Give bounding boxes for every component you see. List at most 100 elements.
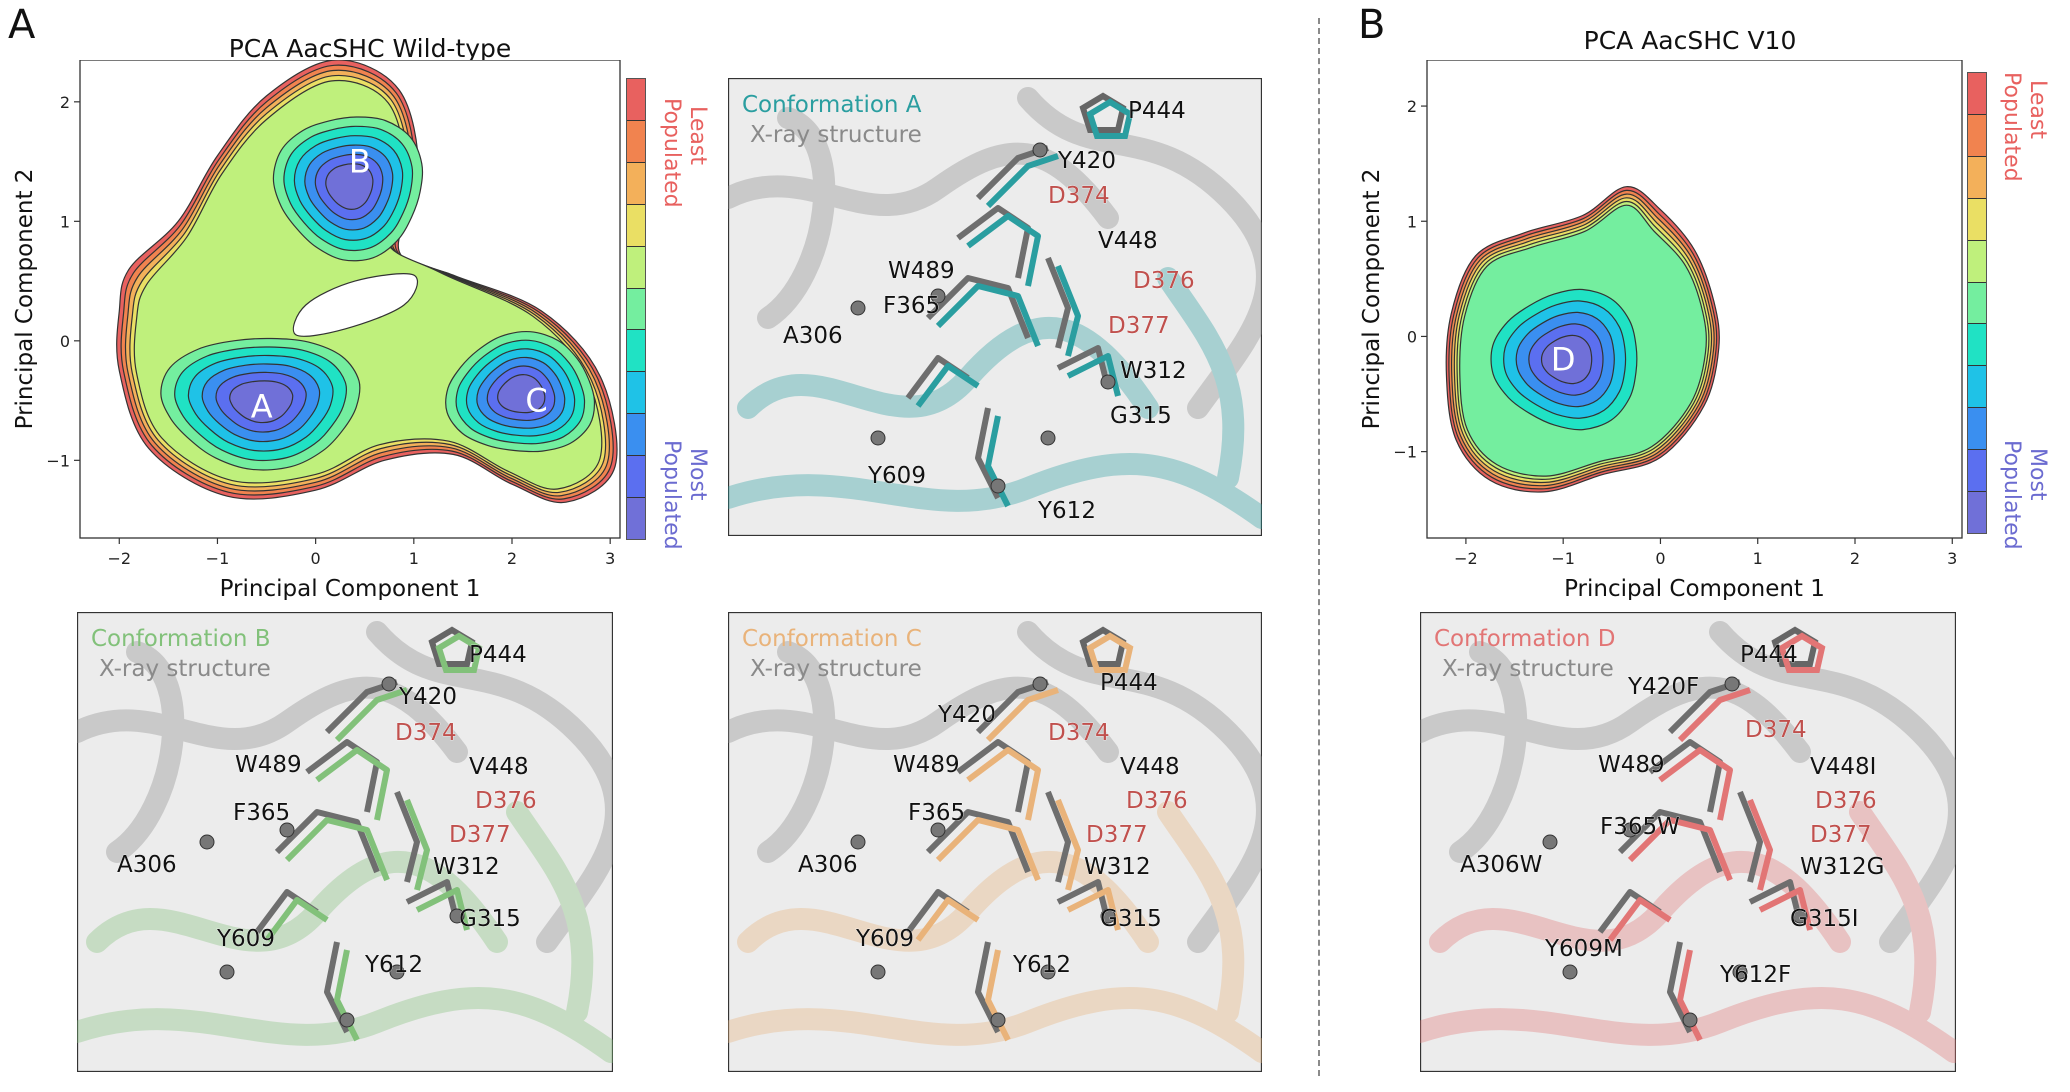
pca-v10-chart: D −2 −1 0 1 2 3 −1 0 1 2 Principal Component 1 Princ… [1359, 60, 1963, 600]
protein-ribbon-background [77, 621, 613, 1063]
x-tick-label: 1 [409, 549, 419, 568]
residue-label: W489 [235, 752, 302, 778]
residue-label: A306 [783, 323, 843, 349]
calpha-sphere [1562, 964, 1578, 980]
proline-ring [1079, 92, 1127, 133]
calpha-sphere [279, 822, 295, 838]
y-axis-label: Principal Component 2 [1359, 169, 1385, 430]
calpha-sphere [1032, 142, 1048, 158]
colorbar-wt-bottom-label: Most Populated [659, 440, 720, 550]
x-tick-label: −2 [1454, 549, 1478, 568]
xray-sidechain [1617, 809, 1723, 874]
x-axis-label: Principal Component 1 [1564, 576, 1825, 600]
residue-label: D377 [1810, 822, 1872, 848]
residue-label: D376 [475, 788, 537, 814]
residue-label: A306 [117, 852, 177, 878]
y-tick-label: 2 [1407, 97, 1417, 116]
xray-sidechain [1045, 256, 1071, 349]
calpha-sphere [1724, 676, 1740, 692]
calpha-sphere [1032, 676, 1048, 692]
contour-level [229, 380, 294, 424]
residue-label: Y609 [867, 463, 926, 489]
conformation-sidechain [1607, 897, 1672, 942]
conformation-sidechain [1627, 817, 1733, 882]
contour-level [1540, 334, 1593, 385]
colorbar-segment [627, 204, 645, 247]
x-tick-label: 2 [1850, 549, 1860, 568]
residue-label: Y612 [1037, 498, 1096, 524]
basin-label-a: A [251, 388, 273, 426]
x-tick-label: 1 [1753, 549, 1763, 568]
conformation-sidechain [985, 153, 1059, 209]
residue-label: D374 [395, 720, 457, 746]
structure-panel-conformation-b: Conformation B X-ray structure P444 Y420 D37… [77, 612, 613, 1072]
residue-label: D374 [1745, 717, 1807, 743]
colorbar-segment [1968, 156, 1986, 199]
colorbar-segment [1968, 492, 1986, 533]
residue-label: F365 [883, 293, 940, 319]
side-chains [199, 626, 483, 1042]
contour-group [116, 60, 618, 504]
pca-wt-title: PCA AacSHC Wild-type [228, 34, 512, 63]
panel-divider [1318, 18, 1320, 1076]
calpha-sphere [990, 478, 1006, 494]
colorbar-v10-populated-bottom-text: Populated [1999, 440, 2024, 550]
residue-label: W312 [433, 854, 500, 880]
structure-frame [1420, 612, 1956, 1072]
side-chains [850, 92, 1134, 508]
conformation-sidechain [1677, 687, 1751, 743]
basin-label-c: C [525, 382, 547, 420]
xray-sidechain [1748, 879, 1803, 923]
calpha-sphere [199, 834, 215, 850]
legend-conformation: Conformation A [742, 92, 922, 118]
ribbon [1709, 621, 1956, 953]
residue-label: D377 [1086, 822, 1148, 848]
proline-ring [1086, 98, 1134, 139]
residue-label: W489 [888, 258, 955, 284]
panel-b-letter: B [1358, 2, 1386, 48]
residue-label: Y612 [1012, 952, 1071, 978]
residue-label: Y420 [1057, 148, 1116, 174]
x-tick-label: 3 [1947, 549, 1957, 568]
pca-wt-chart: A B C −2 −1 0 1 2 3 −1 0 1 2 Principal Component 1 Pri… [12, 60, 621, 600]
xray-sidechain [274, 809, 380, 874]
colorbar-segment [627, 162, 645, 205]
x-tick-label: 0 [1655, 549, 1665, 568]
structure-frame [77, 612, 613, 1072]
residue-label: Y420F [1627, 674, 1699, 700]
side-chains [850, 626, 1134, 1042]
x-tick-label: −2 [107, 549, 131, 568]
colorbar-segment [627, 246, 645, 289]
colorbar-v10-top-label: Least Populated [1999, 72, 2060, 192]
ribbon [757, 641, 836, 863]
x-axis-label: Principal Component 1 [220, 576, 481, 600]
residue-label: D376 [1126, 788, 1188, 814]
residue-label: W312 [1084, 854, 1151, 880]
xray-sidechain [1045, 790, 1071, 883]
conformation-sidechain [404, 798, 430, 891]
colorbar-segment [1968, 366, 1986, 409]
colorbar-segment [1968, 114, 1986, 157]
contour-level [497, 374, 546, 414]
legend-xray: X-ray structure [99, 656, 271, 682]
colorbar-segment [627, 120, 645, 163]
proline-ring [1086, 632, 1134, 673]
xray-sidechain [1737, 790, 1763, 883]
calpha-sphere [1542, 834, 1558, 850]
residue-label: D374 [1048, 720, 1110, 746]
ribbon [506, 801, 594, 1023]
conformation-sidechain [1658, 747, 1733, 821]
ribbon [757, 107, 836, 329]
conformation-sidechain [935, 283, 1041, 348]
colorbar-segment [1968, 240, 1986, 283]
ribbon [728, 987, 1262, 1063]
xray-sidechain [405, 879, 460, 923]
y-tick-label: 0 [1407, 327, 1417, 346]
calpha-sphere [930, 288, 946, 304]
calpha-sphere [1040, 964, 1056, 980]
calpha-sphere [870, 430, 886, 446]
calpha-sphere [1100, 908, 1116, 924]
xray-sidechain [925, 275, 1031, 340]
colorbar-segment [1968, 198, 1986, 241]
calpha-sphere [850, 834, 866, 850]
